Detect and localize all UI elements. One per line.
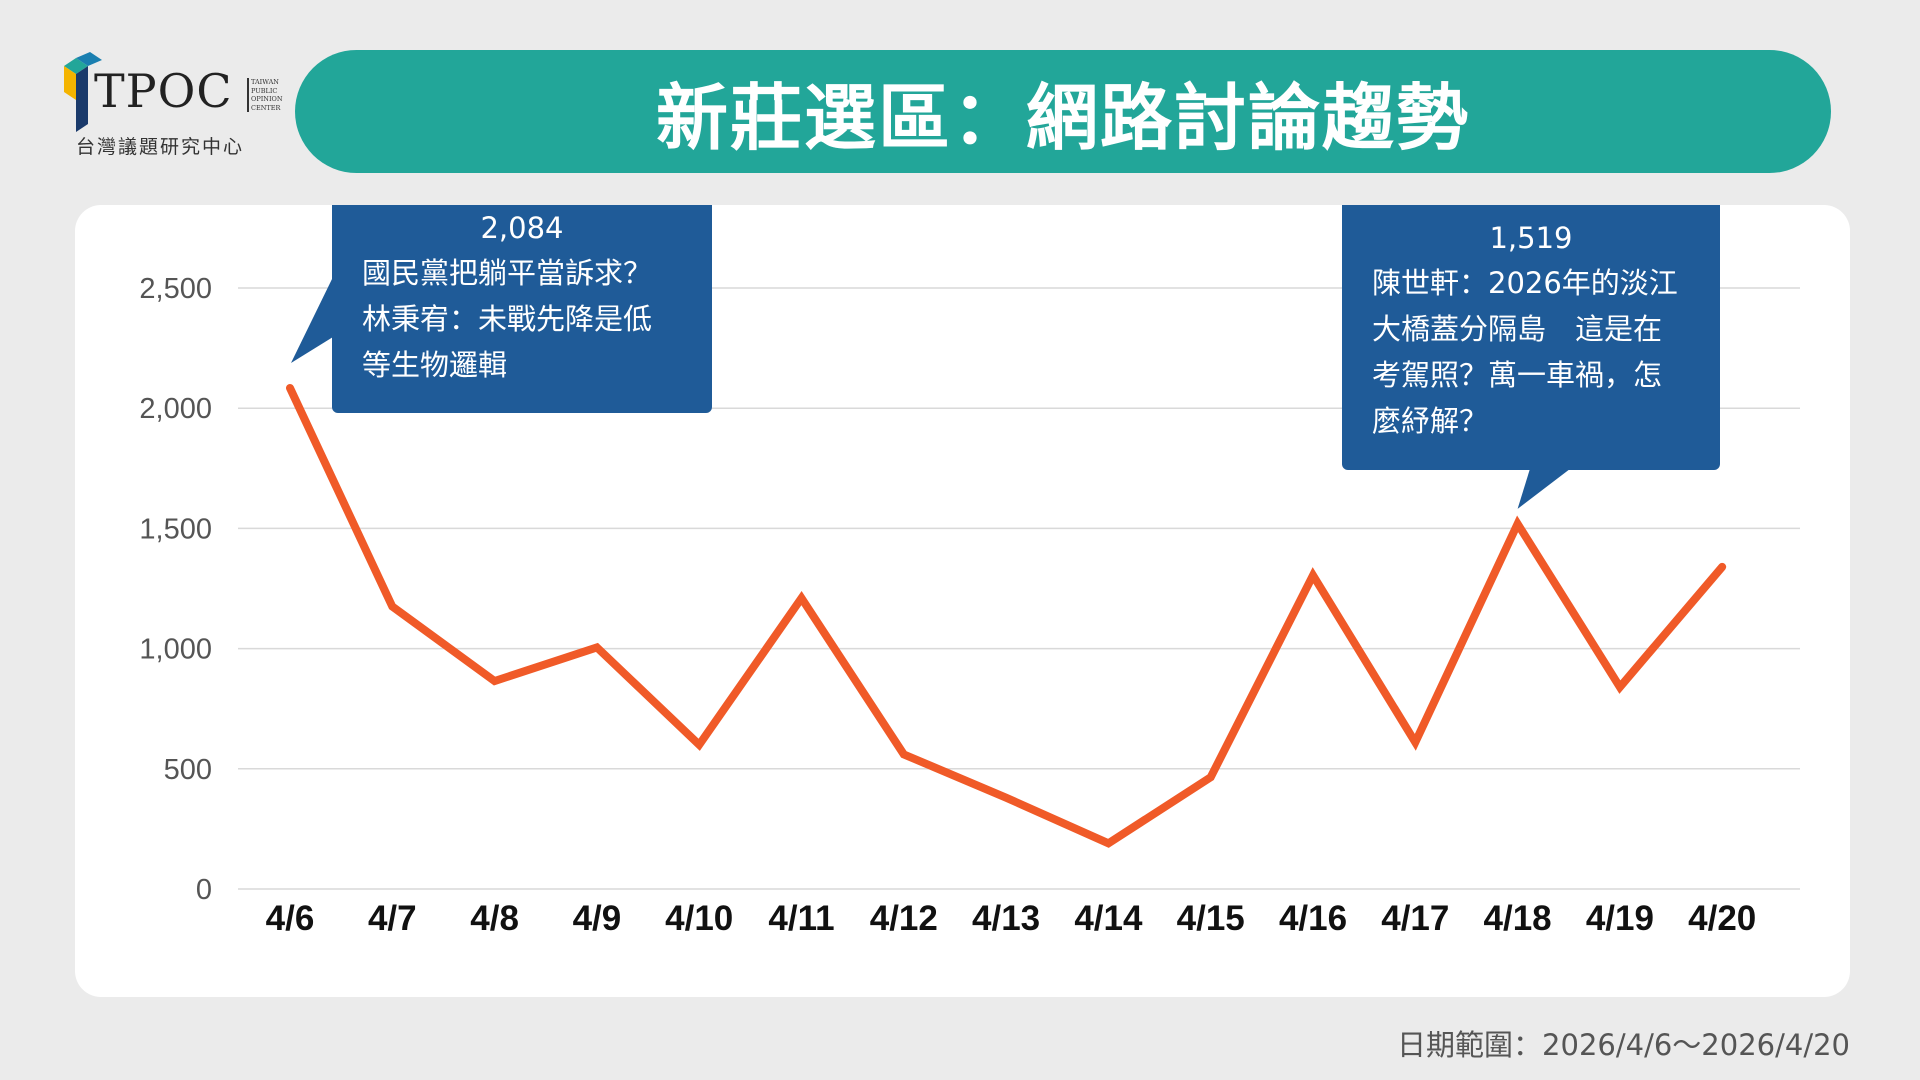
date-range-footer: 日期範圍：2026/4/6～2026/4/20 [1397, 1028, 1850, 1062]
y-tick-label: 2,000 [139, 393, 212, 425]
y-tick-label: 500 [164, 754, 212, 786]
callout-pointer [1517, 469, 1570, 509]
y-tick-label: 1,500 [139, 513, 212, 545]
x-tick-label: 4/11 [768, 899, 834, 938]
page-title: 新莊選區：網路討論趨勢 [655, 76, 1470, 160]
y-tick-label: 0 [196, 874, 212, 906]
callout-text-line: 林秉宥：未戰先降是低 [362, 302, 652, 336]
logo-tagline: Taiwan Public Opinion Center [247, 78, 295, 112]
tpoc-logo-mark-icon [64, 52, 102, 132]
logo-wordmark: TPOC [94, 64, 233, 118]
x-tick-label: 4/6 [266, 899, 315, 938]
x-tick-label: 4/20 [1688, 899, 1756, 938]
x-tick-label: 4/14 [1074, 899, 1143, 938]
x-tick-label: 4/16 [1279, 899, 1347, 938]
x-tick-label: 4/13 [972, 899, 1040, 938]
x-tick-label: 4/9 [573, 899, 622, 938]
callout-pointer [291, 277, 333, 364]
x-tick-label: 4/10 [665, 899, 733, 938]
x-tick-label: 4/19 [1586, 899, 1654, 938]
tpoc-logo: TPOC Taiwan Public Opinion Center 台灣議題研究… [62, 52, 292, 162]
callout-text-line: 麼紓解？ [1372, 404, 1488, 438]
chart-card: 0 500 1,000 1,500 2,000 2,500 4/6 4/7 4/8 4/9 4/10… [75, 205, 1850, 997]
callout-text-line: 國民黨把躺平當訴求？ [362, 256, 652, 290]
callout-value: 2,084 [480, 211, 563, 245]
callout-box [1342, 205, 1720, 470]
callout-text-line: 考駕照？萬一車禍，怎 [1372, 358, 1662, 392]
line-chart: 0 500 1,000 1,500 2,000 2,500 4/6 4/7 4/8 4/9 4/10… [139, 205, 1800, 938]
x-tick-label: 4/12 [870, 899, 938, 938]
callout-value: 1,519 [1489, 221, 1572, 255]
logo-subtitle: 台灣議題研究中心 [76, 136, 245, 158]
y-tick-label: 2,500 [139, 273, 212, 305]
callout-text-line: 大橋蓋分隔島 這是在 [1372, 312, 1662, 346]
callout-text-line: 等生物邏輯 [362, 348, 507, 382]
callout-box [332, 205, 712, 413]
x-tick-label: 4/17 [1381, 899, 1449, 938]
x-tick-label: 4/8 [470, 899, 519, 938]
x-tick-label: 4/15 [1177, 899, 1245, 938]
x-tick-label: 4/7 [368, 899, 417, 938]
y-tick-label: 1,000 [139, 634, 212, 666]
x-tick-label: 4/18 [1484, 899, 1552, 938]
callout-text-line: 陳世軒：2026年的淡江 [1372, 266, 1678, 300]
title-banner: 新莊選區：網路討論趨勢 [295, 50, 1831, 173]
